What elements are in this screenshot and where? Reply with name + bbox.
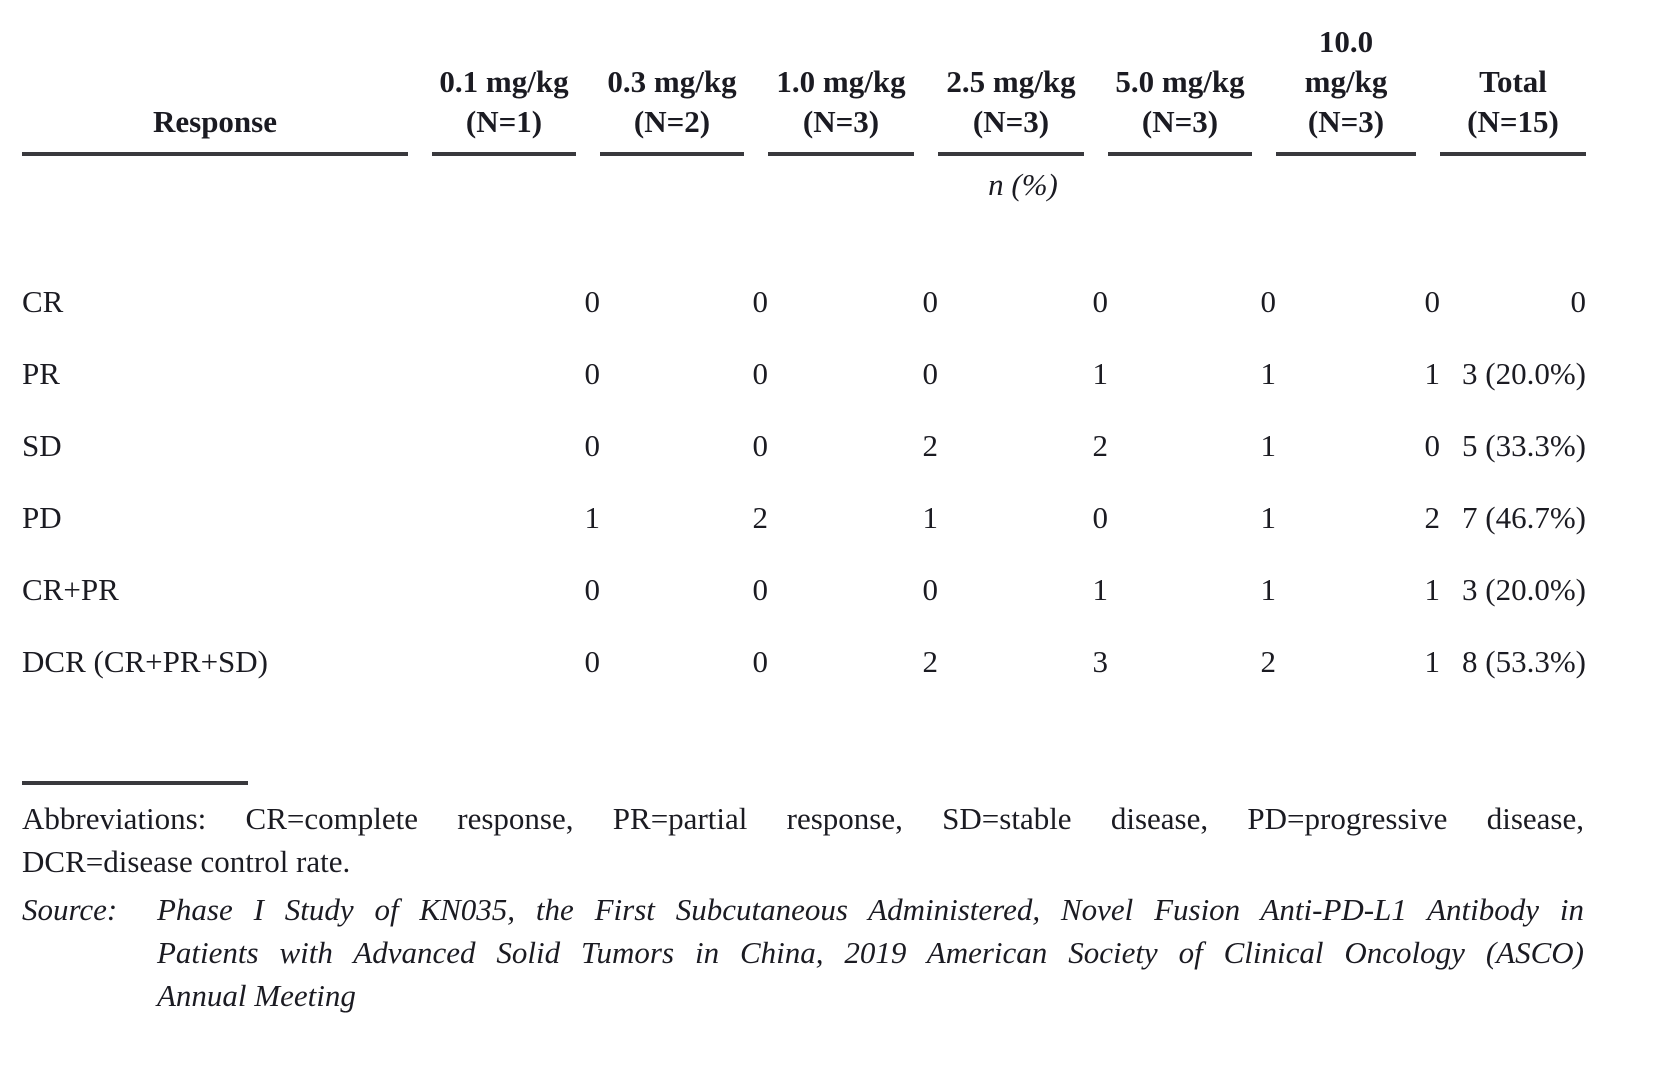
table-header-row: Response 0.1 mg/kg (N=1) 0.3 mg/kg (N=2)…	[22, 0, 1586, 152]
cell-value: 0	[584, 572, 601, 607]
cell-value: 1	[1092, 572, 1109, 607]
source-note: Source: Phase I Study of KN035, the Firs…	[22, 888, 1584, 1017]
table-row-sd: SD 0 0 2 2 1 0 5 (33.3%)	[22, 410, 1586, 482]
header-underline	[938, 152, 1084, 156]
row-label: CR	[22, 284, 64, 319]
cell-value: 0	[922, 284, 939, 319]
row-label: DCR (CR+PR+SD)	[22, 644, 269, 679]
source-line: Phase I Study of KN035, the First Subcut…	[157, 892, 1584, 927]
table-row-pd: PD 1 2 1 0 1 2 7 (46.7%)	[22, 482, 1586, 554]
cell-value: 2	[1260, 644, 1277, 679]
cell-value: 0	[584, 428, 601, 463]
row-label: PD	[22, 500, 62, 535]
header-underline	[600, 152, 744, 156]
column-header-0-3-mgkg: 0.3 mg/kg (N=2)	[607, 64, 737, 139]
source-line: Annual Meeting	[157, 978, 356, 1013]
cell-value: 0	[1260, 284, 1277, 319]
row-label: PR	[22, 356, 60, 391]
cell-total: 3 (20.0%)	[1462, 572, 1586, 607]
header-underline	[768, 152, 914, 156]
table-row-pr: PR 0 0 0 1 1 1 3 (20.0%)	[22, 338, 1586, 410]
table-row-dcr: DCR (CR+PR+SD) 0 0 2 3 2 1 8 (53.3%)	[22, 626, 1586, 698]
cell-total: 8 (53.3%)	[1462, 644, 1586, 679]
row-label: SD	[22, 428, 62, 463]
source-text: Phase I Study of KN035, the First Subcut…	[157, 888, 1584, 1017]
cell-value: 0	[1092, 500, 1109, 535]
column-header-total: Total (N=15)	[1467, 64, 1559, 139]
cell-total: 7 (46.7%)	[1462, 500, 1586, 535]
source-label: Source:	[22, 892, 118, 927]
header-underline	[1108, 152, 1252, 156]
cell-value: 0	[1424, 284, 1441, 319]
column-header-1-0-mgkg: 1.0 mg/kg (N=3)	[776, 64, 906, 139]
column-header-10-0-mgkg: 10.0 mg/kg (N=3)	[1304, 24, 1388, 139]
cell-value: 0	[1424, 428, 1441, 463]
spacer-row	[22, 214, 1586, 266]
cell-value: 0	[584, 284, 601, 319]
cell-value: 2	[752, 500, 769, 535]
cell-value: 0	[752, 572, 769, 607]
header-underline	[1276, 152, 1416, 156]
cell-value: 0	[752, 428, 769, 463]
row-label: CR+PR	[22, 572, 119, 607]
cell-value: 2	[922, 644, 939, 679]
cell-value: 1	[1092, 356, 1109, 391]
cell-total: 0	[1570, 284, 1587, 319]
column-header-0-1-mgkg: 0.1 mg/kg (N=1)	[439, 64, 569, 139]
header-underline-row	[22, 152, 1586, 156]
table-row-cr: CR 0 0 0 0 0 0 0	[22, 266, 1586, 338]
column-header-2-5-mgkg: 2.5 mg/kg (N=3)	[946, 64, 1076, 139]
footnote-divider	[22, 781, 248, 785]
cell-value: 0	[752, 644, 769, 679]
subheader-row: n (%)	[22, 156, 1586, 214]
response-table: Response 0.1 mg/kg (N=1) 0.3 mg/kg (N=2)…	[22, 0, 1586, 698]
column-header-5-0-mgkg: 5.0 mg/kg (N=3)	[1115, 64, 1245, 139]
cell-value: 0	[1092, 284, 1109, 319]
cell-value: 2	[922, 428, 939, 463]
header-underline	[22, 152, 408, 156]
cell-value: 1	[1424, 572, 1441, 607]
cell-value: 0	[752, 356, 769, 391]
cell-value: 1	[922, 500, 939, 535]
cell-value: 1	[1424, 644, 1441, 679]
column-header-label: Response	[152, 104, 277, 139]
cell-value: 1	[1260, 428, 1277, 463]
cell-value: 1	[1260, 572, 1277, 607]
n-percent-label: n (%)	[988, 167, 1058, 202]
abbreviations-line: Abbreviations: CR=complete response, PR=…	[22, 801, 1584, 836]
cell-value: 1	[1424, 356, 1441, 391]
cell-value: 1	[584, 500, 601, 535]
cell-value: 1	[1260, 356, 1277, 391]
cell-value: 2	[1092, 428, 1109, 463]
cell-total: 3 (20.0%)	[1462, 356, 1586, 391]
cell-value: 1	[1260, 500, 1277, 535]
abbreviations-line: DCR=disease control rate.	[22, 844, 351, 879]
cell-value: 0	[584, 644, 601, 679]
cell-value: 2	[1424, 500, 1441, 535]
header-underline	[1440, 152, 1586, 156]
table-row-cr-pr: CR+PR 0 0 0 1 1 1 3 (20.0%)	[22, 554, 1586, 626]
cell-value: 0	[922, 572, 939, 607]
header-underline	[432, 152, 576, 156]
abbreviations-note: Abbreviations: CR=complete response, PR=…	[22, 797, 1584, 883]
cell-value: 0	[584, 356, 601, 391]
cell-value: 3	[1092, 644, 1109, 679]
source-line: Patients with Advanced Solid Tumors in C…	[157, 935, 1584, 970]
cell-value: 0	[752, 284, 769, 319]
cell-value: 0	[922, 356, 939, 391]
column-header-response: Response	[22, 0, 432, 152]
cell-total: 5 (33.3%)	[1462, 428, 1586, 463]
